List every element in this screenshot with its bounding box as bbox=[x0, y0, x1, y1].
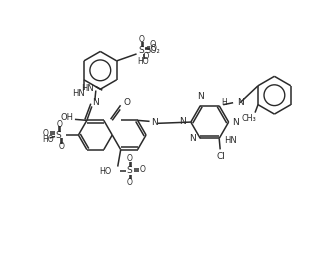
Text: O: O bbox=[58, 143, 64, 151]
Text: Cl: Cl bbox=[217, 152, 226, 161]
Text: H: H bbox=[221, 98, 227, 107]
Text: O: O bbox=[127, 154, 133, 163]
Text: S: S bbox=[56, 130, 61, 140]
Text: S: S bbox=[127, 166, 132, 175]
Text: HO: HO bbox=[100, 167, 112, 176]
Text: N: N bbox=[151, 118, 158, 127]
Text: HN: HN bbox=[73, 89, 85, 98]
Text: O: O bbox=[142, 52, 149, 61]
Text: HN: HN bbox=[224, 136, 237, 145]
Text: N: N bbox=[93, 98, 99, 107]
Text: HN: HN bbox=[82, 84, 94, 93]
Text: S: S bbox=[139, 46, 144, 55]
Text: N: N bbox=[179, 117, 186, 126]
Text: O: O bbox=[150, 45, 156, 53]
Text: O: O bbox=[140, 165, 145, 174]
Text: N: N bbox=[237, 98, 244, 107]
Text: N: N bbox=[190, 134, 196, 143]
Text: O: O bbox=[43, 129, 49, 137]
Text: O: O bbox=[127, 178, 133, 187]
Text: N: N bbox=[197, 92, 204, 101]
Text: CH₃: CH₃ bbox=[242, 114, 257, 123]
Text: O: O bbox=[149, 40, 156, 49]
Text: OH: OH bbox=[60, 113, 74, 122]
Text: SO₂: SO₂ bbox=[145, 46, 160, 55]
Text: N: N bbox=[233, 117, 239, 127]
Text: O: O bbox=[139, 35, 144, 45]
Text: HO: HO bbox=[138, 58, 149, 66]
Text: HO: HO bbox=[42, 136, 53, 144]
Text: O: O bbox=[57, 120, 63, 129]
Text: O: O bbox=[124, 98, 131, 107]
